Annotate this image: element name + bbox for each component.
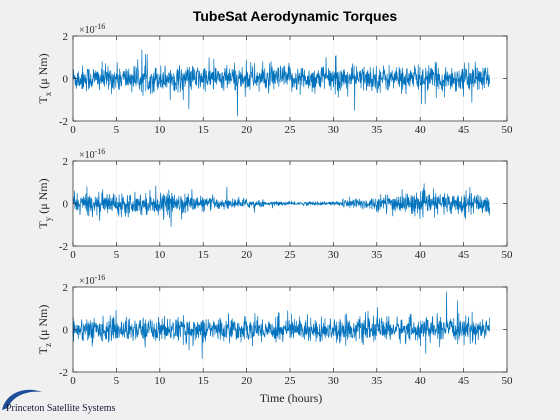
- y-tick-label: 0: [63, 199, 69, 211]
- y-exponent-power: -16: [95, 22, 106, 31]
- y-axis-label: Tz (μ Nm): [36, 305, 53, 355]
- x-tick-label: 0: [70, 249, 76, 261]
- y-tick-label: 0: [63, 74, 69, 86]
- swoosh-logo-icon: [2, 389, 42, 410]
- x-tick-label: 25: [285, 249, 297, 261]
- series-line: [72, 183, 490, 227]
- x-tick-label: 40: [415, 124, 427, 136]
- x-tick-label: 15: [198, 375, 210, 387]
- x-tick-label: 30: [328, 124, 340, 136]
- x-tick-label: 50: [502, 375, 514, 387]
- x-tick-label: 10: [154, 249, 166, 261]
- x-tick-label: 10: [154, 124, 166, 136]
- y-axis-symbol: T: [36, 96, 50, 104]
- y-axis-unit: (μ Nm): [36, 178, 50, 213]
- y-axis-unit: (μ Nm): [36, 305, 50, 340]
- y-exponent-power: -16: [95, 273, 106, 282]
- x-tick-label: 25: [285, 124, 297, 136]
- x-tick-label: 35: [371, 124, 383, 136]
- y-tick-label: 2: [63, 282, 69, 294]
- x-tick-label: 15: [198, 249, 210, 261]
- x-tick-label: 20: [241, 124, 253, 136]
- x-tick-label: 25: [285, 375, 297, 387]
- x-tick-label: 40: [415, 249, 427, 261]
- y-axis-subscript: x: [43, 91, 53, 96]
- y-tick-label: 2: [63, 31, 69, 43]
- x-tick-label: 10: [154, 375, 166, 387]
- x-tick-label: 30: [328, 249, 340, 261]
- x-tick-label: 50: [502, 249, 514, 261]
- x-tick-label: 45: [458, 249, 470, 261]
- x-tick-label: 0: [70, 375, 76, 387]
- y-tick-label: -2: [59, 367, 68, 379]
- x-tick-label: 45: [458, 375, 470, 387]
- y-axis-label: Tx (μ Nm): [36, 53, 53, 103]
- x-tick-label: 50: [502, 124, 514, 136]
- chart-title: TubeSat Aerodynamic Torques: [193, 8, 398, 24]
- y-axis-symbol: T: [36, 346, 50, 354]
- y-axis-symbol: T: [36, 221, 50, 229]
- x-tick-label: 0: [70, 124, 76, 136]
- x-tick-label: 40: [415, 375, 427, 387]
- x-tick-label: 5: [114, 124, 120, 136]
- y-exponent-power: -16: [95, 147, 106, 156]
- x-tick-label: 30: [328, 375, 340, 387]
- x-tick-label: 15: [198, 124, 210, 136]
- y-axis-unit: (μ Nm): [36, 53, 50, 88]
- y-tick-label: 0: [63, 325, 69, 337]
- x-tick-label: 35: [371, 375, 383, 387]
- y-exponent-label: ×10-16: [79, 147, 105, 161]
- logo-text: Princeton Satellite Systems: [6, 403, 116, 414]
- x-tick-label: 45: [458, 124, 470, 136]
- company-logo: Princeton Satellite Systems: [2, 389, 116, 414]
- y-exponent-label: ×10-16: [79, 273, 105, 287]
- x-tick-label: 20: [241, 249, 253, 261]
- x-tick-label: 35: [371, 249, 383, 261]
- y-axis-subscript: y: [43, 216, 53, 221]
- x-tick-label: 5: [114, 375, 120, 387]
- y-tick-label: -2: [59, 116, 68, 128]
- y-axis-label: Ty (μ Nm): [36, 178, 53, 228]
- y-axis-subscript: z: [43, 343, 53, 347]
- x-tick-label: 5: [114, 249, 120, 261]
- y-tick-label: -2: [59, 241, 68, 253]
- series-line: [72, 49, 490, 117]
- y-exponent-label: ×10-16: [79, 22, 105, 36]
- x-tick-label: 20: [241, 375, 253, 387]
- y-tick-label: 2: [63, 156, 69, 168]
- x-axis-label: Time (hours): [260, 391, 323, 405]
- series-line: [72, 291, 490, 359]
